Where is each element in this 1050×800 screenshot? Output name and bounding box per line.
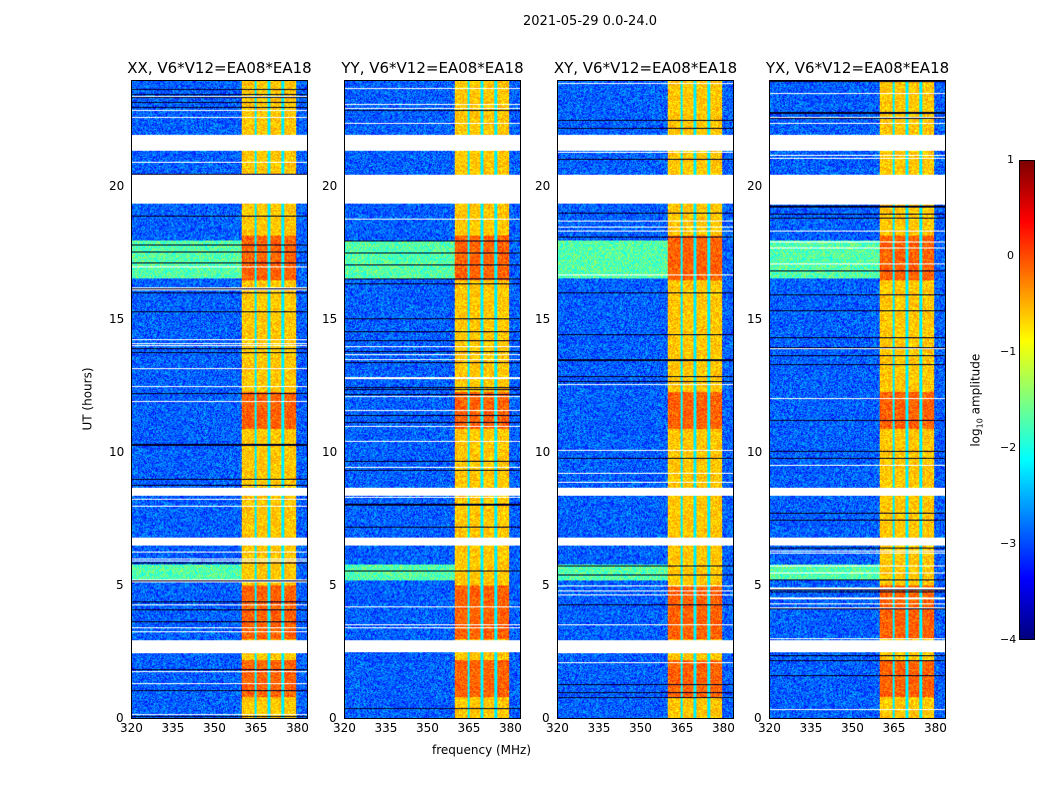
y-tick-label: 5 [116,577,124,592]
colorbar-tick-label: 0 [1007,249,1014,262]
y-tick-label: 20 [535,178,551,193]
panel-title: XX, V6*V12=EA08*EA18 [127,59,312,77]
panel-title: YX, V6*V12=EA08*EA18 [765,59,950,77]
y-tick-label: 15 [747,311,763,326]
x-tick-label: 335 [587,721,611,735]
colorbar-tick-label: −4 [1000,633,1017,646]
panel-title: XY, V6*V12=EA08*EA18 [553,59,738,77]
y-tick-label: 15 [535,311,551,326]
x-tick-label: 380 [923,721,947,735]
x-tick-label: 365 [670,721,694,735]
x-tick-label: 350 [840,721,864,735]
x-tick-label: 380 [711,721,735,735]
y-tick-label: 5 [542,577,550,592]
colorbar-label: log10 amplitude [968,353,985,447]
x-tick-label: 380 [498,721,522,735]
colorbar-tick-label: 1 [1007,153,1014,166]
figure-title: 2021-05-29 0.0-24.0 [523,14,657,29]
x-tick-label: 365 [244,721,268,735]
x-tick-label: 335 [161,721,185,735]
y-tick-label: 10 [747,444,763,459]
colorbar-tick-label: −3 [1000,537,1017,550]
heatmap-image [132,81,307,718]
x-tick-label: 350 [415,721,439,735]
x-tick-label: 365 [882,721,906,735]
panel-title: YY, V6*V12=EA08*EA18 [341,59,524,77]
colorbar-tick-label: −2 [1000,441,1017,454]
y-axis-label: UT (hours) [80,367,95,431]
heatmap-image [558,81,733,718]
heatmap-panel [131,80,308,719]
x-tick-label: 350 [202,721,226,735]
y-tick-label: 15 [109,311,125,326]
y-tick-label: 0 [542,711,550,725]
y-tick-label: 15 [322,311,338,326]
y-tick-label: 10 [322,444,338,459]
y-tick-label: 5 [754,577,762,592]
y-tick-label: 5 [329,577,337,592]
heatmap-image [345,81,520,718]
x-axis-label: frequency (MHz) [432,743,532,757]
y-tick-label: 20 [109,178,125,193]
y-tick-label: 0 [116,711,124,725]
heatmap-panel [344,80,521,719]
heatmap-panel [557,80,734,719]
x-tick-label: 320 [120,721,143,735]
x-tick-label: 365 [457,721,481,735]
colorbar-tick-label: −1 [1000,345,1017,358]
y-tick-label: 10 [109,444,125,459]
x-tick-label: 320 [333,721,356,735]
x-tick-label: 320 [546,721,569,735]
x-tick-label: 335 [799,721,823,735]
y-tick-label: 0 [754,711,762,725]
y-tick-label: 20 [322,178,338,193]
heatmap-panel [769,80,946,719]
y-tick-label: 10 [535,444,551,459]
y-tick-label: 20 [747,178,763,193]
x-tick-label: 335 [374,721,398,735]
x-tick-label: 350 [628,721,652,735]
x-tick-label: 380 [285,721,309,735]
x-tick-label: 320 [758,721,781,735]
colorbar [1019,160,1035,640]
heatmap-image [770,81,945,718]
y-tick-label: 0 [329,711,337,725]
